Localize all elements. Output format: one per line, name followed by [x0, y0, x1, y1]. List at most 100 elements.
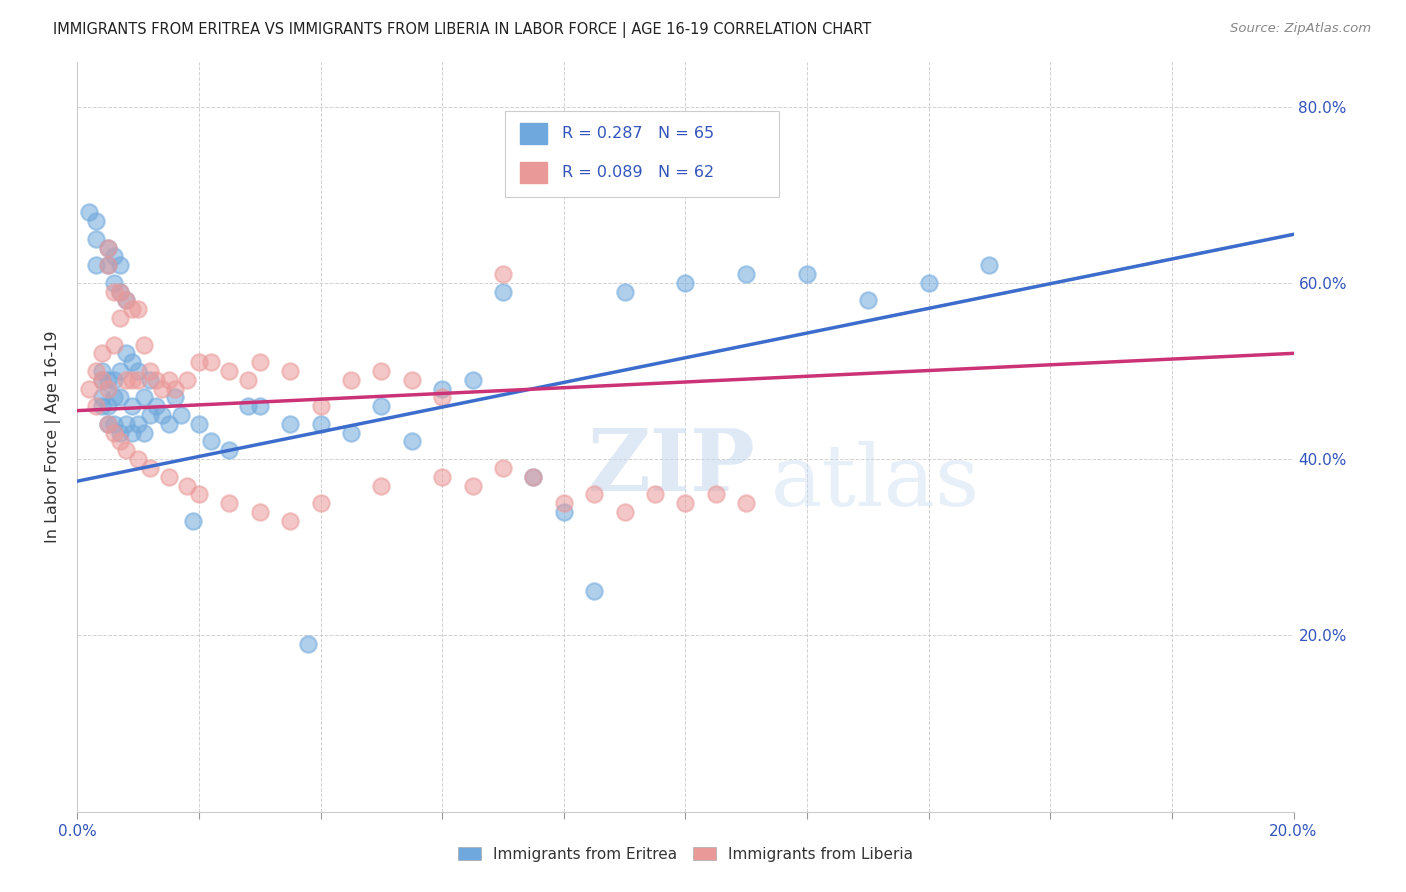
Y-axis label: In Labor Force | Age 16-19: In Labor Force | Age 16-19: [45, 331, 62, 543]
Point: [84, 232, 107, 246]
Point: [127, 452, 149, 467]
Point: [157, 373, 180, 387]
Point: [675, 496, 697, 510]
Point: [84, 364, 107, 378]
Point: [613, 285, 636, 299]
Point: [735, 267, 758, 281]
Point: [278, 417, 301, 431]
Point: [90, 391, 112, 405]
Point: [127, 302, 149, 317]
Point: [84, 399, 107, 413]
Point: [675, 276, 697, 290]
Point: [613, 505, 636, 519]
Point: [492, 461, 515, 475]
Point: [134, 425, 156, 440]
Point: [918, 276, 941, 290]
Point: [340, 425, 363, 440]
Point: [127, 417, 149, 431]
Legend: Immigrants from Eritrea, Immigrants from Liberia: Immigrants from Eritrea, Immigrants from…: [451, 840, 920, 868]
Point: [188, 487, 211, 501]
Point: [134, 391, 156, 405]
Point: [121, 425, 143, 440]
Point: [79, 205, 101, 219]
Point: [430, 469, 453, 483]
Point: [370, 364, 392, 378]
Point: [152, 408, 174, 422]
Point: [108, 434, 131, 449]
Point: [188, 355, 211, 369]
Point: [97, 241, 120, 255]
Point: [181, 514, 204, 528]
Point: [121, 399, 143, 413]
Point: [297, 637, 319, 651]
Text: atlas: atlas: [770, 441, 980, 524]
Point: [103, 285, 125, 299]
Point: [97, 417, 120, 431]
Point: [188, 417, 211, 431]
Point: [309, 496, 332, 510]
Point: [644, 487, 666, 501]
Point: [152, 382, 174, 396]
Point: [340, 373, 363, 387]
Point: [145, 399, 167, 413]
Point: [401, 434, 423, 449]
Point: [134, 337, 156, 351]
Point: [121, 373, 143, 387]
Point: [84, 258, 107, 272]
Point: [97, 258, 120, 272]
Point: [90, 346, 112, 360]
Point: [522, 469, 544, 483]
Point: [249, 355, 271, 369]
Point: [108, 425, 131, 440]
Point: [108, 285, 131, 299]
Point: [108, 364, 131, 378]
Point: [401, 373, 423, 387]
Point: [108, 311, 131, 326]
Point: [278, 514, 301, 528]
Point: [309, 417, 332, 431]
Point: [145, 373, 167, 387]
Point: [79, 382, 101, 396]
Point: [97, 241, 120, 255]
Point: [127, 364, 149, 378]
Point: [170, 408, 193, 422]
Point: [735, 496, 758, 510]
Point: [796, 267, 818, 281]
Point: [108, 391, 131, 405]
Point: [103, 337, 125, 351]
Point: [103, 276, 125, 290]
Text: IMMIGRANTS FROM ERITREA VS IMMIGRANTS FROM LIBERIA IN LABOR FORCE | AGE 16-19 CO: IMMIGRANTS FROM ERITREA VS IMMIGRANTS FR…: [53, 22, 872, 38]
Point: [139, 408, 162, 422]
Point: [704, 487, 727, 501]
Point: [200, 355, 222, 369]
Point: [553, 496, 575, 510]
Point: [103, 249, 125, 263]
Point: [249, 399, 271, 413]
Point: [90, 364, 112, 378]
Point: [115, 373, 138, 387]
Point: [97, 417, 120, 431]
Point: [97, 399, 120, 413]
Bar: [520, 162, 547, 183]
Point: [200, 434, 222, 449]
Text: ZIP: ZIP: [588, 425, 756, 509]
Point: [370, 399, 392, 413]
Point: [249, 505, 271, 519]
Point: [236, 399, 259, 413]
Point: [583, 584, 606, 599]
Text: R = 0.287   N = 65: R = 0.287 N = 65: [562, 126, 714, 141]
Bar: [520, 123, 547, 145]
Point: [461, 478, 484, 492]
Point: [583, 487, 606, 501]
Text: R = 0.089   N = 62: R = 0.089 N = 62: [562, 165, 714, 180]
Point: [115, 293, 138, 308]
Point: [278, 364, 301, 378]
Point: [139, 373, 162, 387]
Point: [461, 373, 484, 387]
Point: [176, 373, 198, 387]
Point: [103, 373, 125, 387]
Point: [163, 382, 186, 396]
Point: [492, 267, 515, 281]
Point: [97, 258, 120, 272]
Point: [430, 391, 453, 405]
